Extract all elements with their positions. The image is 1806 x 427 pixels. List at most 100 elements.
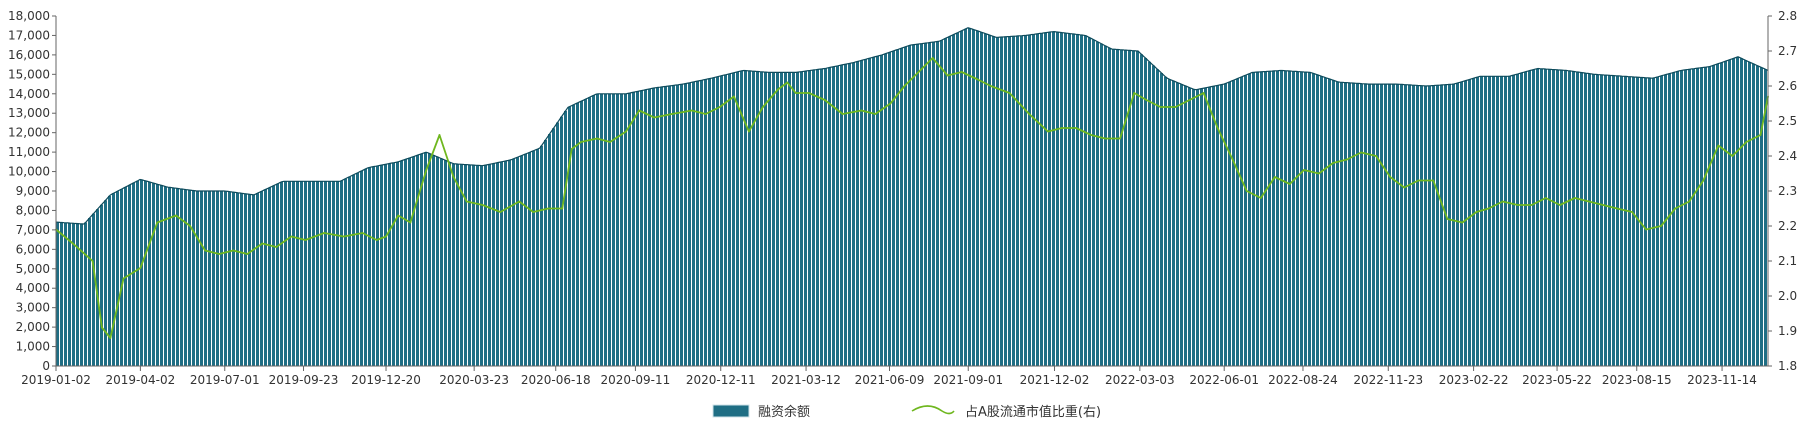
bar — [1680, 70, 1683, 367]
bar — [1736, 57, 1739, 366]
bar — [1720, 62, 1723, 367]
bar — [1160, 73, 1163, 366]
bar — [716, 76, 719, 366]
bar — [1732, 58, 1735, 366]
bar — [96, 209, 99, 366]
y-left-tick-label: 9,000 — [16, 184, 50, 198]
line-point — [1202, 92, 1205, 94]
bar — [740, 70, 743, 367]
bar — [1212, 86, 1215, 366]
bar — [1512, 75, 1515, 367]
bar — [460, 164, 463, 366]
line-point — [1061, 127, 1063, 129]
bar — [1372, 84, 1375, 367]
bar — [1344, 82, 1347, 366]
bar — [1172, 80, 1175, 367]
bar — [652, 88, 655, 366]
bar — [1032, 34, 1035, 366]
bar — [1608, 75, 1611, 367]
bar — [640, 90, 643, 366]
bar — [792, 72, 795, 366]
bar — [140, 179, 143, 366]
bar — [768, 72, 771, 366]
bar — [532, 150, 535, 366]
bar — [788, 72, 791, 366]
legend-label-financing-balance: 融资余额 — [758, 404, 810, 420]
bar — [1052, 31, 1055, 367]
line-point — [409, 221, 412, 224]
bar — [212, 191, 215, 366]
bar — [1500, 76, 1503, 367]
bar — [616, 93, 619, 367]
bar — [444, 160, 447, 366]
line-point — [91, 260, 94, 262]
bar — [784, 72, 787, 366]
line-point — [1259, 197, 1262, 199]
bar — [1416, 85, 1419, 367]
bar — [192, 190, 195, 366]
line-point — [156, 221, 159, 224]
bar — [732, 72, 735, 367]
bar — [476, 165, 479, 366]
x-tick-label: 2019-12-20 — [351, 373, 421, 387]
line-point — [1616, 207, 1618, 210]
line-point — [465, 200, 468, 203]
bar — [704, 79, 707, 366]
bar — [516, 157, 519, 366]
bar — [1392, 84, 1395, 367]
bar — [440, 158, 443, 366]
bar — [688, 82, 691, 366]
bar — [1632, 76, 1635, 367]
bar — [504, 160, 507, 366]
y-left-tick-label: 16,000 — [8, 48, 50, 62]
bar — [116, 191, 119, 366]
line-series-ratio — [55, 57, 1769, 339]
bar — [232, 192, 235, 366]
bar — [988, 35, 991, 367]
bar — [260, 191, 263, 366]
bar — [380, 165, 383, 366]
line-point — [946, 74, 949, 77]
line-point — [561, 207, 564, 210]
line-point — [1389, 176, 1392, 178]
bar — [1536, 68, 1539, 366]
bar — [208, 191, 211, 366]
bar — [1596, 74, 1599, 366]
line-point — [1375, 155, 1377, 157]
bar — [520, 155, 523, 366]
bar — [336, 181, 339, 366]
bar — [64, 222, 67, 366]
bar — [1624, 76, 1627, 366]
bar — [228, 191, 231, 366]
line-point — [375, 239, 378, 241]
bar — [1452, 84, 1455, 366]
line-point — [275, 246, 278, 248]
bar — [1408, 84, 1411, 366]
bar — [1036, 33, 1039, 367]
y-right-tick-label: 1.9 — [1778, 324, 1797, 338]
bar — [152, 183, 155, 366]
bar — [736, 71, 739, 366]
bar — [888, 52, 891, 367]
bar — [1572, 71, 1575, 367]
line-point — [1104, 137, 1107, 140]
y-left-tick-label: 12,000 — [8, 126, 50, 140]
bar — [492, 163, 495, 366]
bar — [1440, 84, 1443, 367]
bar — [88, 218, 91, 366]
line-point — [732, 95, 735, 98]
bar — [312, 181, 315, 366]
bar — [780, 72, 783, 366]
bar — [676, 84, 679, 366]
bar — [1544, 69, 1547, 367]
bar — [1672, 72, 1675, 367]
bar — [720, 75, 723, 367]
bar — [844, 64, 847, 366]
bar — [1480, 76, 1483, 367]
line-point — [1231, 158, 1234, 161]
line-point — [823, 99, 826, 101]
line-point — [1446, 218, 1449, 220]
bar — [1504, 76, 1507, 367]
line-point — [1303, 169, 1305, 171]
bar — [1360, 83, 1363, 367]
